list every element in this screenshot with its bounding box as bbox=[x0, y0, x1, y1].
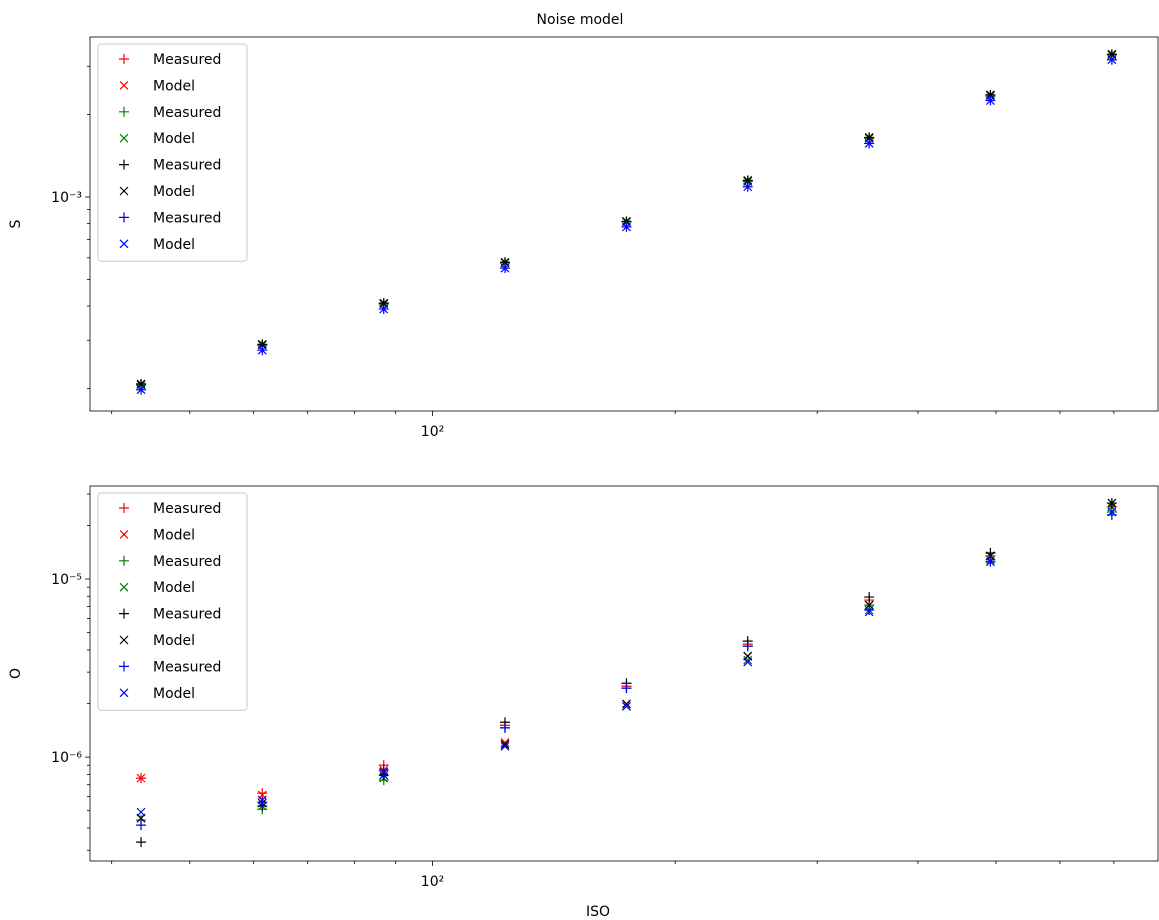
point bbox=[257, 795, 267, 805]
legend-marker bbox=[119, 159, 129, 170]
point bbox=[864, 607, 874, 617]
point bbox=[500, 739, 510, 749]
point bbox=[500, 263, 510, 273]
legend-marker bbox=[119, 54, 129, 64]
point bbox=[742, 641, 753, 652]
point bbox=[985, 96, 995, 105]
legend-marker bbox=[119, 503, 129, 513]
legend-frame bbox=[97, 492, 248, 711]
legend-marker bbox=[119, 608, 129, 619]
plot-frame bbox=[89, 485, 1159, 862]
legend-marker bbox=[119, 582, 129, 592]
legend-label: Model bbox=[153, 580, 195, 596]
point bbox=[743, 175, 753, 185]
point bbox=[136, 773, 146, 783]
legend-frame bbox=[97, 43, 248, 262]
legend-marker bbox=[119, 529, 129, 539]
legend-label: Model bbox=[153, 527, 195, 543]
y-axis-label: O bbox=[8, 668, 24, 679]
point bbox=[379, 304, 389, 314]
point bbox=[985, 557, 995, 567]
point bbox=[499, 722, 510, 733]
point bbox=[379, 770, 389, 780]
legend-label: Model bbox=[153, 131, 195, 147]
legend: Measured Model Measured Model Measured Model M… bbox=[97, 492, 248, 711]
x-tick-label: 10² bbox=[421, 424, 444, 440]
plot-frame bbox=[89, 36, 1159, 412]
legend-marker bbox=[119, 133, 129, 143]
legend-label: Measured bbox=[153, 52, 221, 68]
point bbox=[257, 788, 268, 799]
point bbox=[622, 222, 631, 232]
point bbox=[136, 385, 146, 395]
point bbox=[257, 797, 268, 808]
point bbox=[257, 345, 267, 355]
legend-marker bbox=[119, 635, 129, 645]
point bbox=[622, 701, 631, 711]
legend-label: Measured bbox=[153, 210, 221, 226]
point bbox=[621, 683, 632, 694]
legend-label: Measured bbox=[153, 105, 221, 121]
y-tick-label: 10⁻⁵ bbox=[51, 572, 82, 588]
legend: Measured Model Measured Model Measured Model M… bbox=[97, 43, 248, 262]
legend-label: Measured bbox=[153, 659, 221, 675]
legend-marker bbox=[119, 80, 129, 90]
point bbox=[500, 741, 510, 751]
point bbox=[743, 182, 753, 192]
point bbox=[864, 592, 875, 603]
legend-marker bbox=[119, 555, 129, 566]
point bbox=[136, 837, 147, 848]
point bbox=[136, 807, 146, 817]
point bbox=[743, 655, 753, 665]
legend-label: Measured bbox=[153, 501, 221, 517]
legend-label: Model bbox=[153, 184, 195, 200]
point bbox=[1107, 498, 1117, 508]
legend-marker bbox=[119, 212, 129, 223]
y-tick-label: 10⁻³ bbox=[51, 190, 82, 206]
point bbox=[622, 699, 631, 709]
legend-label: Model bbox=[153, 633, 195, 649]
legend-label: Model bbox=[153, 686, 195, 702]
point bbox=[864, 138, 874, 148]
point bbox=[136, 820, 147, 831]
x-tick-label: 10² bbox=[421, 874, 444, 890]
point bbox=[1107, 55, 1117, 65]
point bbox=[378, 765, 389, 776]
y-tick-label: 10⁻⁶ bbox=[51, 750, 82, 766]
legend-label: Measured bbox=[153, 554, 221, 570]
legend-label: Measured bbox=[153, 158, 221, 174]
chart-title: Noise model bbox=[537, 12, 624, 28]
point bbox=[743, 657, 753, 667]
point bbox=[864, 605, 875, 616]
legend-label: Model bbox=[153, 237, 195, 253]
y-axis-label: S bbox=[8, 219, 24, 228]
legend-label: Measured bbox=[153, 607, 221, 623]
legend-marker bbox=[119, 186, 129, 196]
point bbox=[500, 737, 510, 747]
legend-marker bbox=[119, 106, 129, 117]
legend-marker bbox=[119, 661, 129, 672]
x-axis-label: ISO bbox=[586, 904, 610, 920]
point bbox=[1107, 507, 1117, 517]
legend-marker bbox=[119, 688, 129, 698]
legend-marker bbox=[119, 239, 129, 249]
legend-label: Model bbox=[153, 78, 195, 94]
